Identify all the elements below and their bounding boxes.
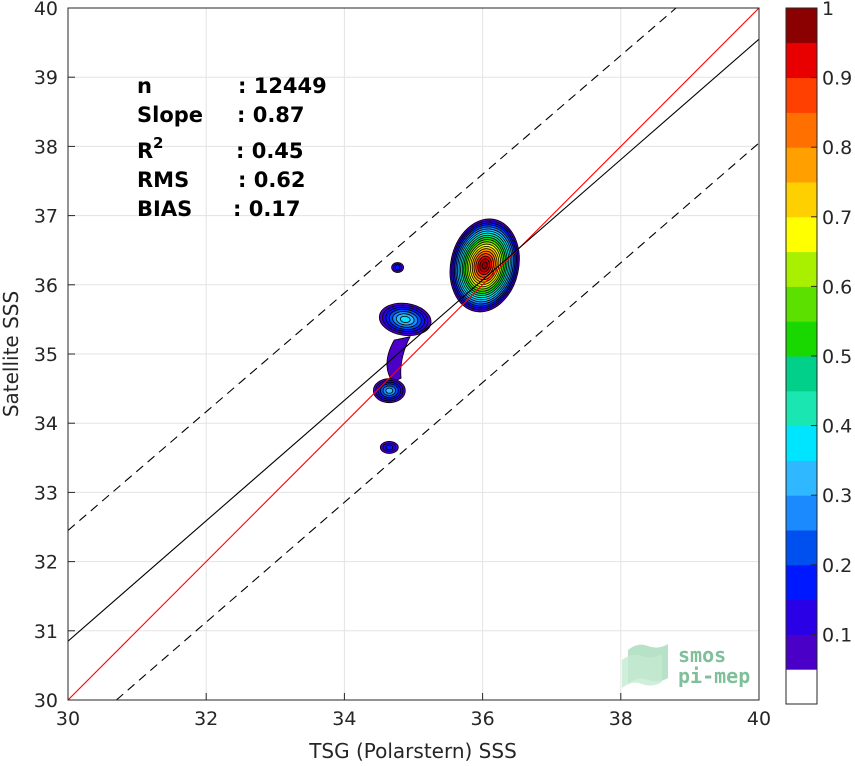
x-tick-label: 38 bbox=[609, 708, 633, 730]
colorbar-segment bbox=[786, 495, 817, 531]
stat-r2-label: R bbox=[137, 139, 153, 163]
colorbar-segment bbox=[786, 669, 817, 704]
colorbar-tick-label: 1 bbox=[822, 0, 834, 20]
colorbar-tick-label: 0.1 bbox=[822, 624, 852, 646]
y-tick-label: 38 bbox=[34, 136, 58, 158]
upper-bound-line bbox=[68, 8, 677, 531]
density-peak-4-level bbox=[394, 264, 401, 271]
colorbar-segment bbox=[786, 530, 817, 566]
y-tick-label: 32 bbox=[34, 552, 58, 574]
x-tick-label: 40 bbox=[747, 708, 771, 730]
y-tick-label: 37 bbox=[34, 206, 58, 228]
colorbar-segment bbox=[786, 42, 817, 79]
colorbar-tick-label: 0.8 bbox=[822, 137, 852, 159]
colorbar-segment bbox=[786, 251, 817, 287]
y-tick-label: 31 bbox=[34, 621, 58, 643]
regression-line bbox=[68, 38, 759, 642]
x-tick-label: 36 bbox=[471, 708, 495, 730]
logo-wave-icon-2 bbox=[622, 654, 662, 688]
density-peak-3 bbox=[372, 378, 406, 404]
stat-bias-value: : 0.17 bbox=[233, 197, 301, 221]
logo-line1: smos bbox=[678, 643, 726, 667]
colorbar-segment bbox=[786, 599, 817, 635]
stat-n-value: : 12449 bbox=[238, 74, 327, 98]
y-tick-label: 40 bbox=[34, 0, 58, 20]
density-peak-4 bbox=[391, 262, 405, 273]
density-peak-5-level bbox=[385, 444, 394, 451]
colorbar-segment bbox=[786, 425, 817, 461]
grid bbox=[67, 7, 760, 701]
y-axis-label: Satellite SSS bbox=[0, 291, 23, 417]
density-contours bbox=[372, 218, 520, 454]
y-tick-label: 36 bbox=[34, 275, 58, 297]
lower-bound-line bbox=[116, 142, 759, 700]
smos-pi-mep-logo: smos pi-mep bbox=[622, 643, 750, 688]
stat-r2-value: : 0.45 bbox=[236, 139, 304, 163]
colorbar-segment bbox=[786, 564, 817, 601]
colorbar-segment bbox=[786, 321, 817, 357]
colorbar-tick-label: 0.6 bbox=[822, 276, 852, 298]
density-peak-3-level bbox=[385, 387, 394, 394]
stat-rms-label: RMS bbox=[137, 168, 189, 192]
y-axis-ticks: 30 31 32 33 34 35 36 37 38 39 40 bbox=[34, 0, 75, 712]
colorbar-segment bbox=[786, 460, 817, 496]
density-peak-2-level bbox=[399, 315, 411, 323]
colorbar-segment bbox=[786, 147, 817, 183]
density-peak-5 bbox=[379, 441, 399, 454]
y-tick-label: 33 bbox=[34, 482, 58, 504]
logo-line2: pi-mep bbox=[678, 664, 750, 688]
colorbar-tick-label: 0.4 bbox=[822, 416, 852, 438]
x-axis-label: TSG (Polarstern) SSS bbox=[308, 739, 517, 763]
colorbar-ticks: 0.1 0.2 0.3 0.4 0.5 0.6 0.7 0.8 0.9 1 bbox=[811, 0, 852, 646]
density-peak-1 bbox=[449, 218, 520, 313]
x-tick-label: 32 bbox=[194, 708, 218, 730]
colorbar-tick-label: 0.7 bbox=[822, 207, 852, 229]
colorbar-segment bbox=[786, 112, 817, 148]
colorbar-tick-label: 0.5 bbox=[822, 346, 852, 368]
reference-lines bbox=[68, 8, 759, 700]
colorbar-segment bbox=[786, 634, 817, 670]
colorbar-segment bbox=[786, 356, 817, 392]
x-axis-ticks: 30 32 34 36 38 40 bbox=[56, 693, 771, 730]
x-tick-label: 34 bbox=[332, 708, 356, 730]
colorbar-tick-label: 0.3 bbox=[822, 485, 852, 507]
colorbar bbox=[786, 8, 817, 704]
colorbar-segment bbox=[786, 286, 817, 322]
y-tick-label: 30 bbox=[34, 690, 58, 712]
stat-bias-label: BIAS bbox=[137, 197, 192, 221]
colorbar-segment bbox=[786, 390, 817, 427]
stats-box: n : 12449 Slope : 0.87 R 2 : 0.45 RMS : … bbox=[137, 74, 327, 221]
colorbar-segment bbox=[786, 77, 817, 113]
stat-slope-label: Slope bbox=[137, 103, 203, 127]
stat-n-label: n bbox=[137, 74, 152, 98]
one-to-one-line bbox=[68, 8, 759, 700]
colorbar-segment bbox=[786, 8, 817, 43]
density-peak-2 bbox=[378, 302, 432, 337]
x-tick-label: 30 bbox=[56, 708, 80, 730]
y-tick-label: 34 bbox=[34, 413, 58, 435]
stat-r2-superscript: 2 bbox=[153, 134, 163, 152]
stat-rms-value: : 0.62 bbox=[238, 168, 306, 192]
density-peak-1-level bbox=[481, 261, 488, 270]
colorbar-segment bbox=[786, 216, 817, 253]
colorbar-tick-label: 0.9 bbox=[822, 68, 852, 90]
colorbar-tick-label: 0.2 bbox=[822, 555, 852, 577]
colorbar-segment bbox=[786, 182, 817, 218]
stat-slope-value: : 0.87 bbox=[237, 103, 305, 127]
y-tick-label: 39 bbox=[34, 67, 58, 89]
y-tick-label: 35 bbox=[34, 344, 58, 366]
